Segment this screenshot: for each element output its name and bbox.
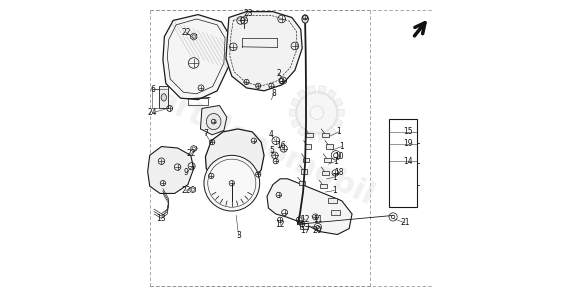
Polygon shape <box>333 98 343 107</box>
Text: 12: 12 <box>301 215 310 224</box>
Polygon shape <box>307 131 316 140</box>
Polygon shape <box>327 89 336 100</box>
Bar <box>160 86 168 108</box>
Polygon shape <box>297 126 307 136</box>
Bar <box>305 144 312 149</box>
Text: 21: 21 <box>400 218 410 227</box>
Text: 1: 1 <box>336 127 341 136</box>
Text: 23: 23 <box>244 9 253 18</box>
Bar <box>300 223 308 229</box>
Bar <box>388 119 417 207</box>
Text: 22: 22 <box>181 186 191 195</box>
Polygon shape <box>307 86 316 94</box>
Text: artslepömobil: artslepömobil <box>152 85 379 211</box>
Text: 5: 5 <box>269 147 274 155</box>
Polygon shape <box>336 109 344 116</box>
Ellipse shape <box>206 114 221 130</box>
Circle shape <box>310 106 324 120</box>
Text: 14: 14 <box>403 157 413 166</box>
Text: 1: 1 <box>332 173 337 182</box>
Text: 6: 6 <box>150 85 155 94</box>
Text: 8: 8 <box>272 89 276 98</box>
Text: 11: 11 <box>313 215 323 224</box>
Text: 22: 22 <box>186 149 195 158</box>
Bar <box>323 133 329 137</box>
Text: 24: 24 <box>148 108 157 117</box>
Text: 19: 19 <box>403 139 413 148</box>
Bar <box>320 184 327 188</box>
Polygon shape <box>147 147 194 194</box>
Bar <box>328 198 337 203</box>
Text: 16: 16 <box>276 141 286 149</box>
Polygon shape <box>290 109 297 116</box>
Polygon shape <box>163 15 231 100</box>
Text: 9: 9 <box>183 168 188 177</box>
Polygon shape <box>318 131 326 140</box>
Text: 15: 15 <box>403 127 413 136</box>
Bar <box>326 144 333 149</box>
Ellipse shape <box>161 94 166 101</box>
Text: 18: 18 <box>335 168 344 177</box>
Bar <box>331 210 340 215</box>
Text: 13: 13 <box>157 214 166 223</box>
Ellipse shape <box>302 15 308 23</box>
Text: 1: 1 <box>332 186 337 195</box>
Circle shape <box>204 155 260 211</box>
Polygon shape <box>318 86 326 94</box>
Text: 22: 22 <box>181 28 191 37</box>
Text: 7: 7 <box>203 129 208 138</box>
Text: 3: 3 <box>236 231 241 240</box>
Circle shape <box>296 92 338 134</box>
Bar <box>188 98 208 105</box>
Text: 4: 4 <box>269 130 274 139</box>
Polygon shape <box>327 126 336 136</box>
Text: 20: 20 <box>313 226 323 235</box>
Bar <box>323 171 329 175</box>
Bar <box>306 133 313 137</box>
Text: 12: 12 <box>275 220 284 229</box>
Text: 2: 2 <box>276 69 281 78</box>
Polygon shape <box>297 89 307 100</box>
Polygon shape <box>291 118 301 128</box>
Text: 1: 1 <box>334 157 338 166</box>
Polygon shape <box>201 105 227 135</box>
Bar <box>324 158 331 162</box>
Polygon shape <box>205 129 264 188</box>
Bar <box>299 181 305 185</box>
Text: 1: 1 <box>339 142 344 151</box>
Text: 17: 17 <box>301 226 310 235</box>
Polygon shape <box>226 12 302 91</box>
Polygon shape <box>267 179 352 234</box>
Bar <box>303 158 309 162</box>
Bar <box>301 169 307 173</box>
Polygon shape <box>333 118 343 128</box>
Polygon shape <box>291 98 301 107</box>
Text: 10: 10 <box>335 152 344 161</box>
